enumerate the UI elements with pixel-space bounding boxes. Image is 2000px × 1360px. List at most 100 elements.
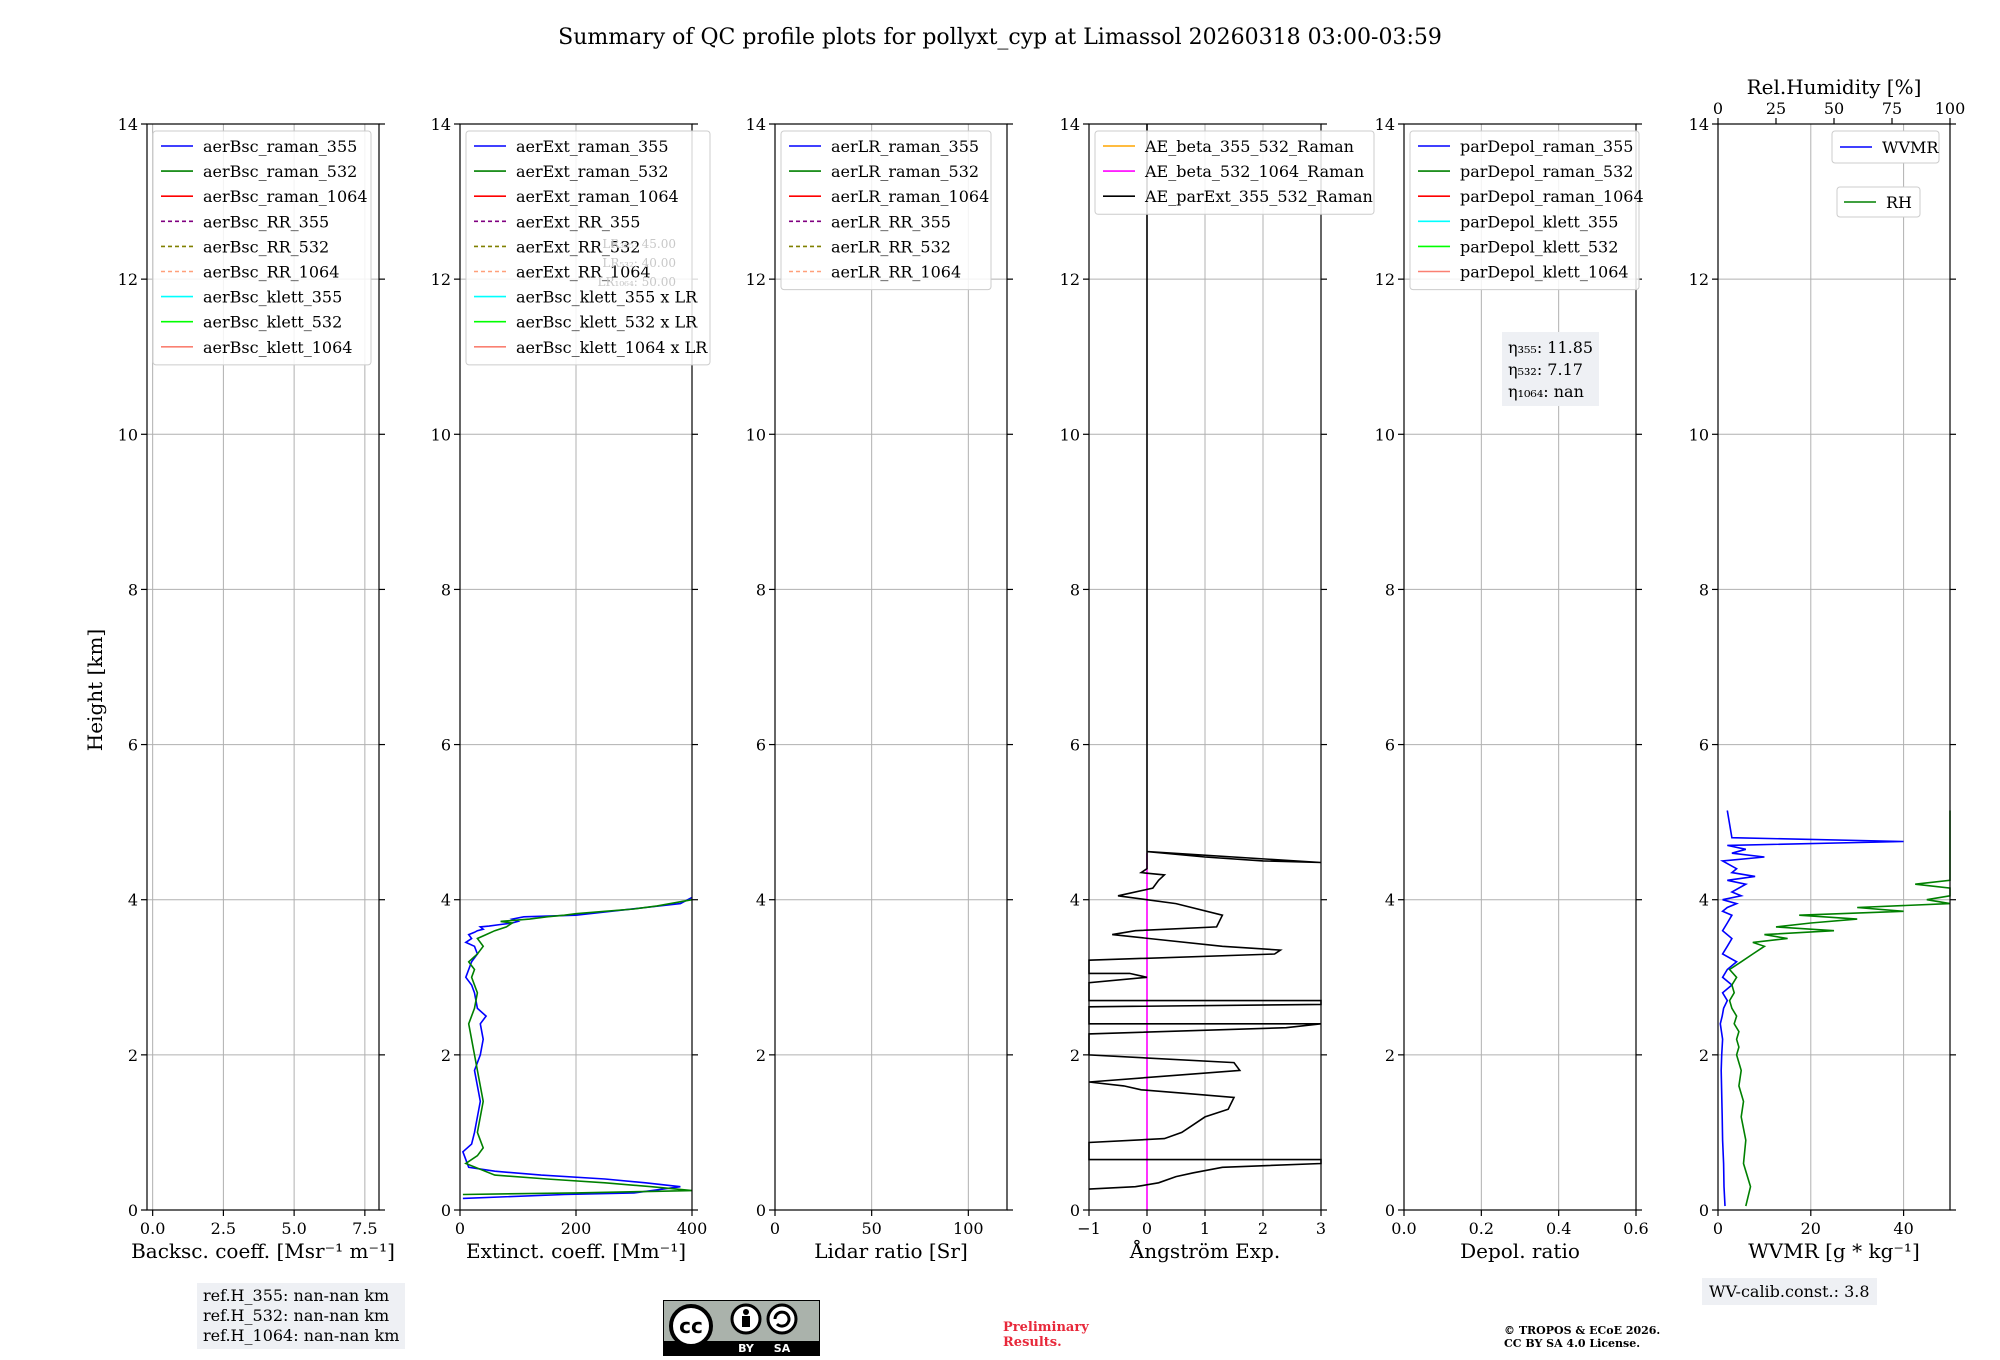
series-aerExt_raman_355 <box>461 896 693 1200</box>
legend-label: parDepol_klett_355 <box>1460 212 1618 231</box>
y-tick-label: 8 <box>756 580 766 599</box>
y-tick-label: 4 <box>756 891 766 910</box>
legend-label: AE_parExt_355_532_Raman <box>1144 187 1373 206</box>
y-tick-label: 4 <box>441 891 451 910</box>
axes-frame <box>146 123 380 1211</box>
top-x-axis-label: Rel.Humidity [%] <box>1747 75 1922 99</box>
y-tick-label: 6 <box>1070 736 1080 755</box>
top-x-tick-label: 25 <box>1766 99 1786 118</box>
preliminary-note: Preliminary Results. <box>1003 1320 1089 1350</box>
y-tick-label: 0 <box>1385 1201 1395 1220</box>
y-tick-label: 10 <box>118 425 138 444</box>
legend-label: aerExt_RR_1064 <box>516 263 651 282</box>
legend-label: parDepol_klett_1064 <box>1460 263 1629 282</box>
legend-label: aerBsc_RR_1064 <box>203 263 339 282</box>
legend-label: aerBsc_RR_532 <box>203 237 329 256</box>
legend-label: aerLR_RR_1064 <box>831 263 961 282</box>
x-tick-label: 0.0 <box>140 1219 165 1238</box>
y-tick-label: 10 <box>1060 425 1080 444</box>
cc-icon <box>669 1304 713 1348</box>
x-tick-label: 0 <box>455 1219 465 1238</box>
legend-label: aerExt_RR_355 <box>516 212 640 231</box>
y-tick-label: 0 <box>1699 1201 1709 1220</box>
legend-label: aerBsc_raman_532 <box>203 162 357 181</box>
legend-label: aerLR_RR_532 <box>831 237 951 256</box>
y-tick-label: 12 <box>431 270 451 289</box>
reference-heights-box: ref.H_355: nan-nan km ref.H_532: nan-nan… <box>197 1283 406 1349</box>
x-tick-label: 0.0 <box>1391 1219 1416 1238</box>
series-aerExt_raman_532 <box>462 898 693 1196</box>
legend: parDepol_raman_355 parDepol_raman_532 parD… <box>1409 130 1644 291</box>
legend-label: aerLR_raman_355 <box>831 137 979 156</box>
legend-label: AE_beta_532_1064_Raman <box>1144 162 1364 181</box>
legend-frame <box>1836 186 1921 218</box>
x-tick-label: 5.0 <box>281 1219 306 1238</box>
legend-label: RH <box>1886 193 1912 212</box>
x-tick-label: 7.5 <box>352 1219 377 1238</box>
y-tick-label: 12 <box>1375 270 1395 289</box>
legend-label: aerBsc_klett_355 x LR <box>516 288 698 307</box>
legend-label: aerBsc_RR_355 <box>203 212 329 231</box>
y-tick-label: 2 <box>128 1046 138 1065</box>
x-axis-label: Depol. ratio <box>1460 1239 1580 1263</box>
y-tick-label: 2 <box>1070 1046 1080 1065</box>
x-tick-label: 3 <box>1316 1219 1326 1238</box>
legend-label: WVMR <box>1882 138 1939 157</box>
x-tick-label: 200 <box>561 1219 592 1238</box>
y-tick-label: 0 <box>441 1201 451 1220</box>
x-tick-label: 0 <box>770 1219 780 1238</box>
legend-label: aerExt_raman_532 <box>516 162 669 181</box>
x-tick-label: 400 <box>677 1219 708 1238</box>
x-tick-label: 0.4 <box>1546 1219 1571 1238</box>
y-tick-label: 2 <box>1699 1046 1709 1065</box>
y-tick-label: 14 <box>1375 115 1395 134</box>
y-tick-label: 0 <box>756 1201 766 1220</box>
svg-text:SA: SA <box>774 1342 791 1355</box>
panel-ext: 0 200 400 0 2 4 6 8 10 12 14 Extinct. coeff. [Mm⁻¹]… <box>431 115 711 1263</box>
x-axis-label: Extinct. coeff. [Mm⁻¹] <box>466 1239 686 1263</box>
figure-title: Summary of QC profile plots for pollyxt_… <box>558 25 1442 50</box>
legend-label: aerBsc_klett_532 x LR <box>516 313 698 332</box>
y-tick-label: 6 <box>1385 736 1395 755</box>
y-tick-label: 12 <box>746 270 766 289</box>
legend-label: aerBsc_raman_355 <box>203 137 357 156</box>
x-axis-label: WVMR [g * kg⁻¹] <box>1748 1239 1920 1263</box>
legend-frame <box>1409 130 1640 291</box>
legend: AE_beta_355_532_Raman AE_beta_532_1064_Ra… <box>1094 130 1375 215</box>
y-tick-label: 0 <box>128 1201 138 1220</box>
x-tick-label: 2.5 <box>211 1219 236 1238</box>
x-tick-label: 0 <box>1142 1219 1152 1238</box>
axes-frame <box>1717 123 1951 1211</box>
ref-height-1064: ref.H_1064: nan-nan km <box>203 1326 400 1345</box>
y-tick-label: 14 <box>431 115 451 134</box>
x-tick-label: 20 <box>1801 1219 1821 1238</box>
y-tick-label: 4 <box>1385 891 1395 910</box>
legend-label: parDepol_raman_1064 <box>1460 187 1644 206</box>
y-tick-label: 8 <box>441 580 451 599</box>
lr-annotation: LR₃₅₅: 45.00 <box>602 237 676 251</box>
y-tick-label: 8 <box>1699 580 1709 599</box>
x-tick-label: 1 <box>1200 1219 1210 1238</box>
x-tick-label: 40 <box>1893 1219 1913 1238</box>
panel-depol: 0.0 0.2 0.4 0.6 0 2 4 6 8 10 12 14 Depol. ratio parDe… <box>1375 115 1649 1263</box>
legend-label: aerBsc_klett_1064 x LR <box>516 338 708 357</box>
top-x-tick-label: 50 <box>1824 99 1844 118</box>
legend-label: aerLR_raman_1064 <box>831 187 989 206</box>
y-tick-label: 12 <box>118 270 138 289</box>
legend: aerBsc_raman_355 aerBsc_raman_532 aerBsc_r… <box>152 130 372 366</box>
sa-share-icon <box>766 1303 798 1335</box>
legend-label: aerLR_RR_355 <box>831 212 951 231</box>
cc-by-sa-badge: cc BY SA <box>663 1300 820 1356</box>
y-tick-label: 8 <box>1385 580 1395 599</box>
x-tick-label: 0.2 <box>1469 1219 1494 1238</box>
legend-label: aerBsc_raman_1064 <box>203 187 368 206</box>
legend-label: parDepol_raman_355 <box>1460 137 1633 156</box>
y-tick-label: 2 <box>1385 1046 1395 1065</box>
legend-frame <box>465 130 711 366</box>
ref-height-355: ref.H_355: nan-nan km <box>203 1286 390 1305</box>
legend-rh: RH <box>1836 186 1921 218</box>
y-tick-label: 10 <box>1689 425 1709 444</box>
